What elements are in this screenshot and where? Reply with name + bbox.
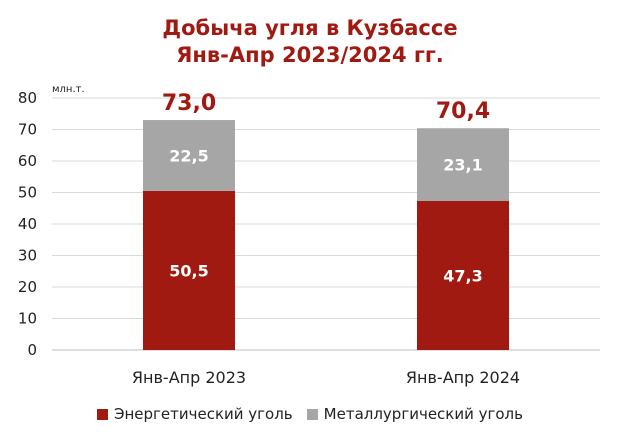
total-label: 73,0 [162, 91, 216, 116]
bar-metal [143, 120, 235, 191]
data-label: 22,5 [169, 146, 208, 165]
data-label: 23,1 [443, 156, 482, 175]
data-label: 47,3 [443, 267, 482, 286]
legend-swatch-energy [97, 408, 108, 420]
legend: Энергетический уголь Металлургический уг… [0, 402, 620, 426]
data-label: 50,5 [169, 261, 208, 280]
y-tick-label: 70 [18, 121, 37, 139]
y-tick-label: 60 [18, 152, 37, 170]
chart-title: Добыча угля в Кузбассе [162, 16, 458, 40]
bar-energy [143, 190, 235, 350]
y-tick-label: 10 [18, 310, 37, 328]
legend-label-energy: Энергетический уголь [114, 405, 293, 423]
bar-energy [417, 201, 509, 350]
y-tick-label: 40 [18, 215, 37, 233]
y-tick-label: 80 [18, 89, 37, 107]
chart-subtitle: Янв-Апр 2023/2024 гг. [176, 43, 444, 67]
x-tick-label: Янв-Апр 2023 [132, 368, 246, 387]
y-tick-label: 30 [18, 247, 37, 265]
total-label: 70,4 [436, 99, 490, 124]
legend-item-metal: Металлургический уголь [306, 405, 523, 423]
legend-label-metal: Металлургический уголь [323, 405, 523, 423]
legend-item-energy: Энергетический уголь [97, 405, 293, 423]
bar-metal [417, 128, 509, 202]
x-tick-label: Янв-Апр 2024 [406, 368, 520, 387]
y-tick-label: 20 [18, 278, 37, 296]
y-tick-label: 50 [18, 184, 37, 202]
legend-swatch-metal [306, 408, 318, 420]
y-unit-label: млн.т. [52, 84, 85, 95]
y-tick-label: 0 [27, 341, 37, 359]
